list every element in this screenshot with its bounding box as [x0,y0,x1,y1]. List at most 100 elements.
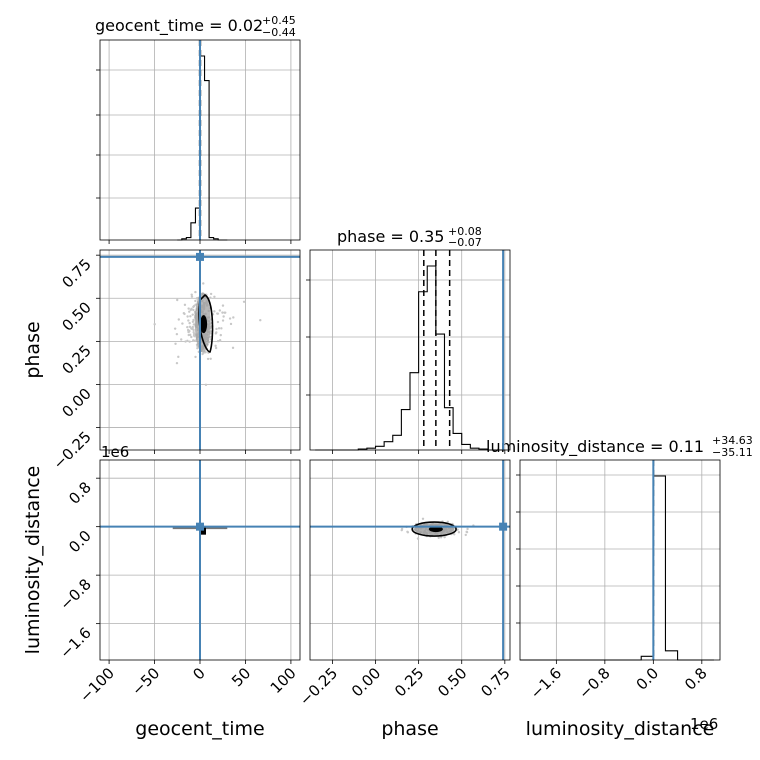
title-geocent-time-sub: −0.44 [262,26,296,39]
tick-label-x-lumdist: 0.8 [681,664,711,694]
scatter-point [221,319,225,322]
title-geocent-time-sup: +0.45 [262,14,296,27]
scatter-point [188,325,192,328]
scatter-point [216,320,220,324]
truth-marker [499,522,508,531]
title-geocent-time-main: geocent_time = 0.02 [95,16,263,36]
scatter-point [153,323,156,326]
scatter-point [202,282,205,285]
scatter-point [400,528,403,532]
scatter-point [186,339,189,342]
tick-label-x-phase: −0.25 [296,664,341,709]
scatter-point [186,325,189,329]
scatter-point [175,332,179,336]
scatter-point [183,303,187,307]
scatter-point [190,295,194,298]
scatter-point [213,295,216,298]
scatter-point [216,312,219,315]
title-luminosity-distance-sup: +34.63 [712,434,753,447]
scatter-point [215,327,218,331]
scatter-point [188,310,191,313]
scatter-point [191,313,194,316]
tick-label-x-lumdist: 0.0 [633,664,663,694]
scatter-point [180,338,183,341]
scatter-point [416,537,420,540]
scatter-point [224,311,227,314]
title-geocent-time: geocent_time = 0.02 [95,16,263,36]
scatter-point [443,535,446,539]
title-phase-sub: −0.07 [448,236,482,249]
tick-label-x-geocent-time: −50 [128,664,163,699]
tick-label-y-phase: −0.25 [50,428,95,473]
scatter-point [175,361,179,365]
scatter-point [190,335,193,339]
scatter-point [193,339,196,342]
xlabel-luminosity-distance: luminosity_distance [526,718,715,740]
panel-luminosity-distance-hist [516,459,721,664]
scatter-point [218,309,222,312]
scatter-point [187,307,190,310]
scatter-point [222,315,225,318]
scatter-point [466,527,469,531]
offset-label-y-lumdist: 1e6 [101,443,129,461]
panel-lumdist-vs-phase [309,459,511,664]
scatter-point [173,327,177,330]
scatter-point [190,293,193,296]
xlabel-phase: phase [381,718,438,740]
scatter-point [174,342,177,345]
scatter-point [187,319,190,322]
scatter-point [209,292,213,296]
scatter-point [177,355,180,359]
scatter-point [217,327,221,330]
scatter-point [188,333,192,337]
scatter-point [464,533,467,537]
scatter-point [439,536,443,539]
scatter-point [183,312,186,316]
scatter-point [232,316,235,319]
tick-labels: −100 −50 0 50 100−0.25 0.00 0.25 0.50 0.75 −1.6 −0… [50,255,711,709]
scatter-point [406,531,410,534]
tick-label-y-lumdist: −1.6 [56,624,94,662]
scatter-point [215,331,218,334]
scatter-point [209,296,212,299]
tick-label-y-lumdist: −0.8 [56,575,94,613]
scatter-point [465,530,469,534]
panel-phase-hist [306,249,511,454]
scatter-point [188,329,191,333]
scatter-point [242,300,246,303]
scatter-point [194,355,197,359]
scatter-point [209,357,212,360]
scatter-point [219,333,222,337]
scatter-point [191,320,195,323]
tick-label-y-lumdist: 0.8 [65,478,95,508]
scatter-point [218,339,222,342]
tick-label-x-phase: 0.50 [434,664,470,700]
contour-inner [200,315,208,334]
tick-label-x-phase: 0.00 [348,664,384,700]
scatter-point [176,298,179,302]
title-luminosity-distance: luminosity_distance = 0.11 [486,437,704,457]
scatter-point [259,319,262,322]
title-luminosity-distance-sub: −35.11 [712,446,753,459]
histogram-step [520,475,714,661]
tick-label-x-lumdist: −1.6 [527,664,565,702]
tick-label-x-geocent-time: 100 [267,664,300,697]
scatter-point [188,340,191,343]
title-phase-main: phase = 0.35 [337,227,444,246]
scatter-point [192,330,195,334]
scatter-point [437,536,440,539]
panel-frame [519,459,721,661]
scatter-point [421,517,425,520]
tick-label-y-phase: 0.75 [58,255,94,291]
scatter-point [228,317,232,320]
scatter-point [192,308,195,312]
truth-marker [196,522,204,531]
scatter-point [188,321,191,325]
tick-label-x-phase: 0.25 [391,664,427,700]
scatter-point [189,315,192,318]
scatter-point [214,344,217,348]
tick-label-y-phase: 0.50 [58,298,94,334]
scatter-point [177,318,181,321]
scatter-point [194,290,197,294]
contour-inner [200,527,206,535]
